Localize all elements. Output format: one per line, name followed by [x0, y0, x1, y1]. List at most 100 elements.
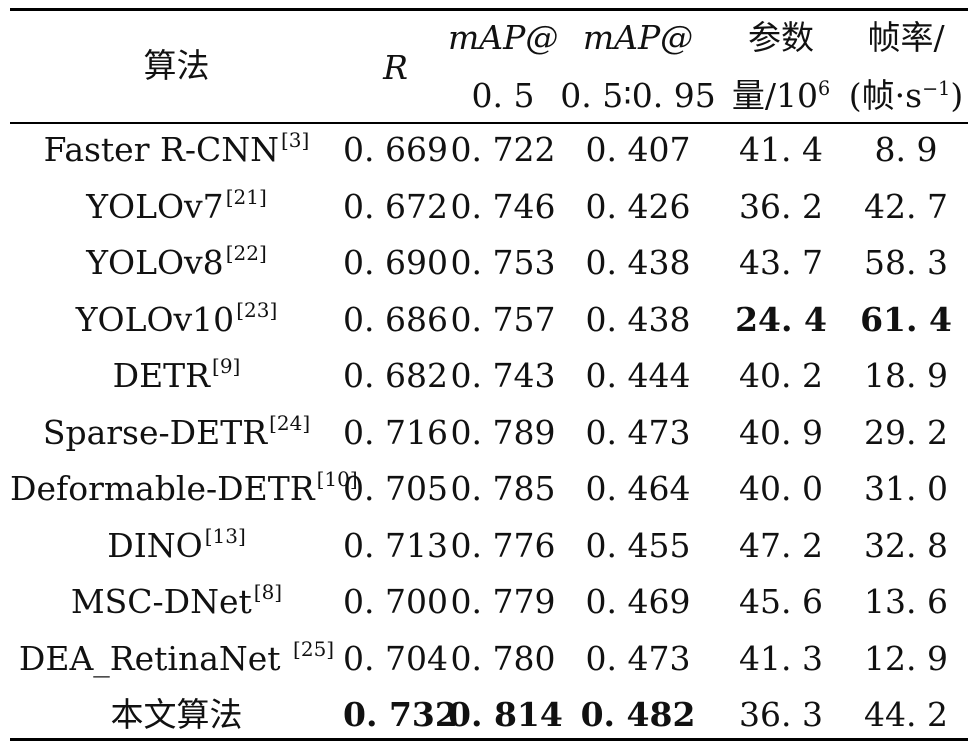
- algorithm-name: Faster R-CNN: [43, 130, 279, 169]
- header-params-line2: 量/106: [731, 76, 831, 115]
- header-map5095-line2: 0. 5∶0. 95: [560, 76, 716, 115]
- table-cell-fps: 44. 2: [864, 695, 948, 734]
- algorithm-name: YOLOv10: [75, 300, 235, 339]
- table-row-algorithm: YOLOv10 [23]: [10, 300, 343, 340]
- table-header-rule: [10, 122, 968, 124]
- algorithm-name: 本文算法: [110, 695, 243, 734]
- table-cell-fps: 61. 4: [860, 300, 952, 339]
- citation-ref: [22]: [225, 241, 267, 265]
- header-map50-line2: 0. 5: [471, 76, 535, 115]
- table-cell-params: 40. 0: [739, 469, 823, 508]
- table-cell-r: 0. 713: [343, 526, 448, 565]
- table-cell-params: 36. 2: [739, 187, 823, 226]
- header-map5095-line1: mAP@: [582, 18, 694, 57]
- table-cell-fps: 42. 7: [864, 187, 948, 226]
- table-cell-r: 0. 716: [343, 413, 448, 452]
- table-cell-r: 0. 686: [343, 300, 448, 339]
- table-cell-map5095: 0. 455: [585, 526, 691, 565]
- table-cell-map50: 0. 722: [450, 130, 556, 169]
- header-fps-line2: (帧·s−1): [848, 76, 964, 115]
- table-cell-params: 41. 3: [739, 639, 823, 678]
- citation-ref: [21]: [225, 185, 267, 209]
- table-cell-map50: 0. 814: [448, 695, 563, 734]
- citation-ref: [24]: [269, 411, 311, 435]
- citation-ref: [23]: [236, 298, 278, 322]
- table-cell-params: 45. 6: [739, 582, 823, 621]
- table-row-algorithm: Faster R-CNN [3]: [10, 130, 343, 170]
- table-cell-params: 40. 9: [739, 413, 823, 452]
- table-cell-r: 0. 682: [343, 356, 448, 395]
- citation-ref: [8]: [253, 580, 283, 604]
- table-bottom-rule: [10, 738, 968, 741]
- table-cell-fps: 29. 2: [864, 413, 948, 452]
- table-row-algorithm: DEA_RetinaNet [25]: [10, 639, 343, 679]
- table-cell-map5095: 0. 438: [585, 243, 691, 282]
- table-row-algorithm: DETR [9]: [10, 356, 343, 396]
- table-cell-r: 0. 732: [343, 695, 458, 734]
- table-cell-fps: 12. 9: [864, 639, 948, 678]
- table-cell-map5095: 0. 469: [585, 582, 691, 621]
- table-cell-map5095: 0. 473: [585, 639, 691, 678]
- table-cell-map5095: 0. 464: [585, 469, 691, 508]
- table-cell-params: 24. 4: [735, 300, 827, 339]
- header-params-line1: 参数: [748, 18, 814, 57]
- table-cell-r: 0. 672: [343, 187, 448, 226]
- citation-ref: [9]: [212, 354, 241, 378]
- table-cell-params: 43. 7: [739, 243, 823, 282]
- table-row-algorithm: DINO [13]: [10, 526, 343, 566]
- algorithm-name: DEA_RetinaNet: [18, 639, 292, 678]
- table-top-rule: [10, 8, 968, 11]
- algorithm-name: DINO: [107, 526, 203, 565]
- table-row-algorithm: YOLOv7 [21]: [10, 187, 343, 227]
- algorithm-name: MSC-DNet: [70, 582, 252, 621]
- table-cell-params: 47. 2: [739, 526, 823, 565]
- table-cell-r: 0. 700: [343, 582, 448, 621]
- algorithm-name: DETR: [112, 356, 211, 395]
- citation-ref: [10]: [316, 467, 358, 491]
- table-row-algorithm: 本文算法: [10, 695, 343, 735]
- table-cell-map50: 0. 776: [450, 526, 556, 565]
- table-cell-r: 0. 705: [343, 469, 448, 508]
- table-cell-r: 0. 669: [343, 130, 448, 169]
- table-row-algorithm: Deformable-DETR [10]: [10, 469, 358, 509]
- table-cell-map5095: 0. 438: [585, 300, 691, 339]
- table-cell-params: 41. 4: [739, 130, 823, 169]
- citation-ref: [3]: [280, 128, 310, 152]
- table-cell-r: 0. 704: [343, 639, 448, 678]
- table-cell-map50: 0. 780: [450, 639, 556, 678]
- table-cell-map50: 0. 789: [450, 413, 556, 452]
- table-cell-params: 40. 2: [739, 356, 823, 395]
- algorithm-name: YOLOv7: [86, 187, 224, 226]
- table-cell-map50: 0. 757: [450, 300, 556, 339]
- table-cell-fps: 8. 9: [874, 130, 938, 169]
- table-cell-map5095: 0. 426: [585, 187, 691, 226]
- table-cell-map5095: 0. 473: [585, 413, 691, 452]
- table-cell-map50: 0. 785: [450, 469, 556, 508]
- table-cell-map50: 0. 746: [450, 187, 556, 226]
- algorithm-name: YOLOv8: [86, 243, 224, 282]
- table-cell-map5095: 0. 482: [580, 695, 696, 734]
- table-cell-r: 0. 690: [343, 243, 448, 282]
- header-fps-line1: 帧率/: [867, 18, 945, 57]
- header-recall: R: [383, 48, 408, 87]
- table-cell-map50: 0. 753: [450, 243, 556, 282]
- table-cell-map50: 0. 779: [450, 582, 556, 621]
- table-cell-fps: 13. 6: [864, 582, 948, 621]
- table-cell-fps: 32. 8: [864, 526, 948, 565]
- citation-ref: [13]: [204, 524, 246, 548]
- algorithm-name: Deformable-DETR: [10, 469, 315, 508]
- table-cell-map5095: 0. 407: [585, 130, 691, 169]
- algorithm-name: Sparse-DETR: [42, 413, 268, 452]
- table-cell-params: 36. 3: [739, 695, 823, 734]
- table-row-algorithm: MSC-DNet [8]: [10, 582, 343, 622]
- table-cell-map50: 0. 743: [450, 356, 556, 395]
- header-map50-line1: mAP@: [448, 18, 559, 57]
- table-cell-map5095: 0. 444: [585, 356, 691, 395]
- table-cell-fps: 31. 0: [864, 469, 948, 508]
- table-cell-fps: 18. 9: [864, 356, 948, 395]
- table-row-algorithm: Sparse-DETR [24]: [10, 413, 343, 453]
- table-cell-fps: 58. 3: [864, 243, 948, 282]
- citation-ref: [25]: [293, 637, 335, 661]
- table-row-algorithm: YOLOv8 [22]: [10, 243, 343, 283]
- header-algorithm: 算法: [143, 46, 210, 85]
